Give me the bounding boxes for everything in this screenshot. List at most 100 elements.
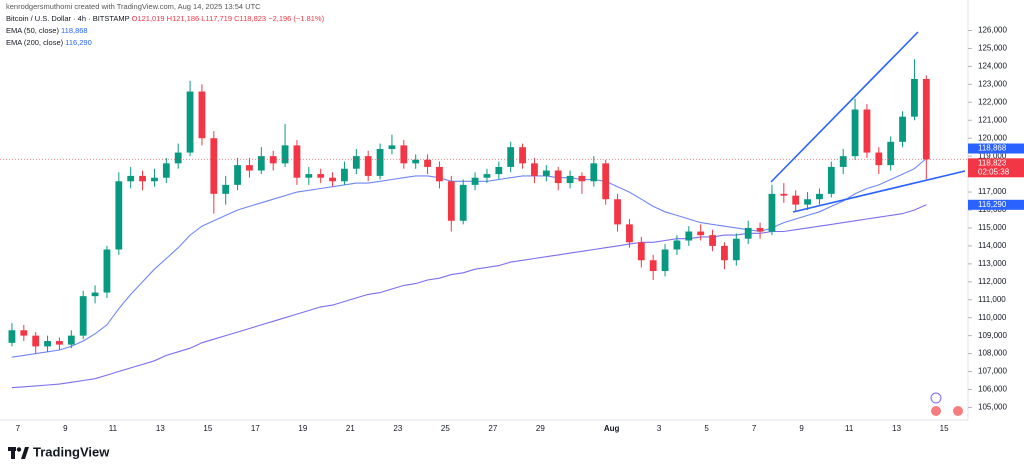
candle-body [281,145,289,164]
candle-body [519,147,526,164]
candle-body [554,170,562,184]
price-tag-label: 118,868 [978,144,1007,153]
x-tick-label: 7 [752,424,757,433]
candle-body [863,109,871,153]
ohlc-low: L117,719 [201,14,233,23]
candle-body [792,195,800,205]
y-tick-label: 121,000 [978,115,1007,124]
candle-body [685,231,693,241]
symbol: Bitcoin / U.S. Dollar · 4h · BITSTAMP [6,14,130,23]
candle-body [210,138,218,194]
x-tick-label: 19 [298,424,307,433]
x-tick-label: 17 [251,424,260,433]
candle-body [424,159,431,167]
candle-body [483,174,491,178]
ohlc-change: −2,196 (−1.81%) [268,14,325,23]
candle-body [79,296,87,336]
candle-body [911,78,918,117]
trend-line [792,170,966,213]
y-tick-label: 112,000 [978,277,1007,286]
candle-body [139,175,146,182]
price-tag [968,158,1024,178]
event-icon[interactable] [931,406,941,416]
ema-line [11,158,927,358]
x-tick-label: 29 [536,424,545,433]
candle-body [709,235,716,246]
y-tick-label: 108,000 [978,349,1007,358]
candle-body [851,109,859,157]
brand-name: TradingView [33,444,110,459]
price-tag [968,143,1024,154]
x-tick-label: 15 [940,424,949,433]
y-tick-label: 125,000 [978,44,1007,53]
candle-body [20,330,28,336]
event-icon[interactable] [930,392,942,404]
candle-body [186,91,194,153]
candle-body [721,245,728,261]
candle-body [412,159,420,164]
candle-body [103,249,111,293]
legend-label: EMA (200, close) [6,38,64,47]
y-tick-label: 107,000 [978,367,1007,376]
candle-body [507,147,515,167]
x-tick-label: 27 [488,424,497,433]
candle-body [376,148,384,176]
candle-body [744,227,752,239]
candle-body [780,193,788,196]
candle-body [305,174,313,178]
candle-body [317,174,325,178]
candle-body [341,168,348,182]
candle-body [578,175,586,182]
candle-body [44,341,51,347]
x-tick-label: 23 [393,424,402,433]
candle-body [222,184,230,194]
candle-body [495,166,503,175]
x-tick-label: 13 [156,424,165,433]
symbol-line: Bitcoin / U.S. Dollar · 4h · BITSTAMP O1… [6,14,324,24]
x-tick-label: 15 [203,424,212,433]
x-tick-label: 25 [441,424,450,433]
credit: kenrodgersmuthomi created with TradingVi… [6,2,261,11]
candle-body [436,166,443,182]
price-tag-label: 116,290 [978,200,1007,209]
candle-body [602,163,610,200]
brand-logo [8,447,29,459]
y-tick-label: 117,000 [978,187,1007,196]
candle-body [234,165,241,185]
x-tick-label: 11 [845,424,854,433]
candle-body [922,78,930,160]
legend-value: 116,290 [65,38,92,47]
x-tick-label: 5 [704,424,709,433]
candle-body [447,181,455,221]
candle-body [151,177,158,182]
y-tick-label: 111,000 [978,295,1006,304]
candle-body [839,156,847,167]
y-tick-label: 110,000 [978,313,1007,322]
candle-body [626,224,633,243]
legend-value: 118,868 [61,26,88,35]
x-tick-label: Aug [604,424,620,433]
y-tick-label: 119,000 [978,151,1007,160]
y-tick-label: 114,000 [978,241,1007,250]
ohlc-high: H121,186 [166,14,200,23]
candle-body [531,163,538,176]
x-tick-label: 13 [892,424,901,433]
candle-body [56,341,63,345]
candle-body [614,199,621,225]
candle-body [471,177,479,185]
trend-line [770,31,919,183]
candle-body [174,152,182,164]
ohlc-open: O121,019 [131,14,165,23]
x-tick-label: 21 [346,424,355,433]
candle-body [162,163,170,178]
x-tick-label: 9 [799,424,804,433]
event-icon[interactable] [953,406,963,416]
candle-body [329,177,336,182]
candle-body [816,193,823,200]
candle-body [590,163,598,182]
price-tag-label: 118,823 [978,158,1007,167]
x-tick-label: 11 [109,424,118,433]
price-tag-countdown: 02:05:38 [978,167,1010,176]
candle-body [32,335,40,347]
